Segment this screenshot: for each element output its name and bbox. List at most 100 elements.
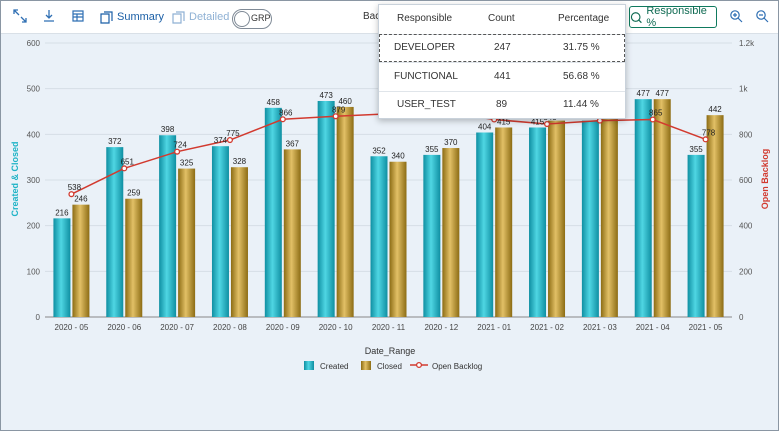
legend-label-closed: Closed <box>377 362 402 371</box>
bar-closed <box>389 161 407 317</box>
x-tick-label: 2020 - 07 <box>160 323 194 332</box>
table-view-icon[interactable] <box>71 9 87 25</box>
y2-tick-label: 800 <box>739 130 753 139</box>
summary-icon <box>100 10 113 24</box>
popup-cell-count: 247 <box>494 42 511 53</box>
x-tick-label: 2020 - 11 <box>372 323 406 332</box>
popup-header-percentage: Percentage <box>558 13 610 24</box>
detailed-label: Detailed <box>189 11 230 23</box>
bar-closed <box>442 148 460 317</box>
bar-created <box>529 127 547 317</box>
y2-tick-label: 400 <box>739 222 753 231</box>
data-label-closed: 340 <box>391 152 405 161</box>
bar-closed <box>178 168 196 317</box>
popup-cell-responsible: DEVELOPER <box>394 42 456 53</box>
bars <box>53 99 724 317</box>
data-label-created: 352 <box>372 146 386 155</box>
bar-closed <box>495 127 513 317</box>
y2-tick-label: 600 <box>739 176 753 185</box>
y-tick-label: 200 <box>27 222 41 231</box>
x-tick-label: 2021 - 01 <box>477 323 511 332</box>
summary-label: Summary <box>117 11 165 23</box>
y2-axis-ticks: 0 200 400 600 800 1k 1.2k <box>739 39 755 322</box>
data-label-backlog: 865 <box>649 108 663 117</box>
data-label-closed: 460 <box>338 97 352 106</box>
y2-tick-label: 1.2k <box>739 39 755 48</box>
y-tick-label: 500 <box>27 85 41 94</box>
detailed-button[interactable]: Detailed <box>172 9 229 25</box>
responsible-popup: Responsible Count Percentage DEVELOPER 2… <box>378 4 626 119</box>
legend-swatch-closed <box>361 361 371 370</box>
data-label-closed: 325 <box>180 159 194 168</box>
x-tick-label: 2020 - 09 <box>266 323 300 332</box>
data-label-created: 355 <box>425 145 439 154</box>
popup-row[interactable]: USER_TEST 89 11.44 % <box>379 91 625 119</box>
bar-closed <box>230 167 248 317</box>
x-tick-label: 2021 - 04 <box>636 323 670 332</box>
popup-header-row: Responsible Count Percentage <box>379 5 625 33</box>
x-tick-label: 2020 - 05 <box>55 323 89 332</box>
data-label-backlog: 879 <box>332 105 346 114</box>
grp-toggle[interactable]: GRP <box>232 9 272 29</box>
x-axis-title: Date_Range <box>365 346 416 356</box>
popup-header-responsible: Responsible <box>397 13 453 24</box>
data-label-created: 473 <box>319 91 333 100</box>
bar-created <box>476 132 494 317</box>
popup-cell-responsible: FUNCTIONAL <box>394 71 458 82</box>
popup-row[interactable]: FUNCTIONAL 441 56.68 % <box>379 63 625 91</box>
x-tick-label: 2020 - 08 <box>213 323 247 332</box>
bar-closed <box>283 149 301 317</box>
data-label-backlog: 775 <box>226 129 240 138</box>
backlog-button[interactable]: Bac <box>363 11 381 22</box>
backlog-point <box>226 136 234 144</box>
popup-divider <box>379 62 625 63</box>
expand-icon[interactable] <box>13 9 29 25</box>
backlog-point <box>174 148 181 155</box>
grp-label: GRP <box>251 13 271 23</box>
popup-cell-percentage: 56.68 % <box>563 71 600 82</box>
detailed-icon <box>172 10 185 24</box>
popup-row[interactable]: DEVELOPER 247 31.75 % <box>379 34 625 62</box>
data-label-closed: 328 <box>233 157 247 166</box>
legend-label-created: Created <box>320 362 348 371</box>
x-tick-label: 2020 - 06 <box>107 323 141 332</box>
responsible-percent-button[interactable]: Responsible % <box>629 5 717 29</box>
data-label-closed: 415 <box>497 117 511 126</box>
bar-closed <box>336 106 354 317</box>
download-icon[interactable] <box>42 9 58 25</box>
data-label-backlog: 866 <box>279 108 293 117</box>
popup-cell-percentage: 11.44 % <box>563 99 599 110</box>
data-label-created: 404 <box>478 123 492 132</box>
backlog-point <box>543 121 551 128</box>
backlog-point <box>332 113 339 120</box>
popup-cell-count: 89 <box>496 99 508 110</box>
bar-closed <box>548 120 566 317</box>
zoom-in-icon[interactable] <box>729 9 745 25</box>
popup-divider <box>379 91 625 92</box>
y-tick-label: 600 <box>27 39 41 48</box>
data-label-closed: 259 <box>127 189 141 198</box>
bar-created <box>211 146 229 317</box>
data-label-created: 372 <box>108 137 122 146</box>
zoom-out-icon[interactable] <box>755 9 771 25</box>
y-axis-ticks: 0 100 200 300 400 500 600 <box>27 39 41 322</box>
bar-created <box>687 154 705 317</box>
y2-axis-title: Open Backlog <box>760 149 770 210</box>
data-label-created: 398 <box>161 125 175 134</box>
bar-created <box>264 107 282 317</box>
legend-marker-backlog <box>415 361 423 369</box>
x-tick-label: 2020 - 10 <box>319 323 353 332</box>
bar-closed <box>706 115 724 317</box>
data-label-backlog: 538 <box>68 183 82 192</box>
data-label-created: 477 <box>637 89 651 98</box>
bar-created <box>370 156 388 317</box>
summary-button[interactable]: Summary <box>100 9 164 25</box>
bar-created <box>317 100 335 317</box>
legend[interactable]: Created Closed Open Backlog <box>304 361 482 371</box>
y-tick-label: 100 <box>27 267 41 276</box>
x-tick-label: 2020 - 12 <box>424 323 458 332</box>
popup-divider <box>379 34 625 35</box>
x-tick-label: 2021 - 03 <box>583 323 617 332</box>
data-label-closed: 442 <box>708 105 722 114</box>
